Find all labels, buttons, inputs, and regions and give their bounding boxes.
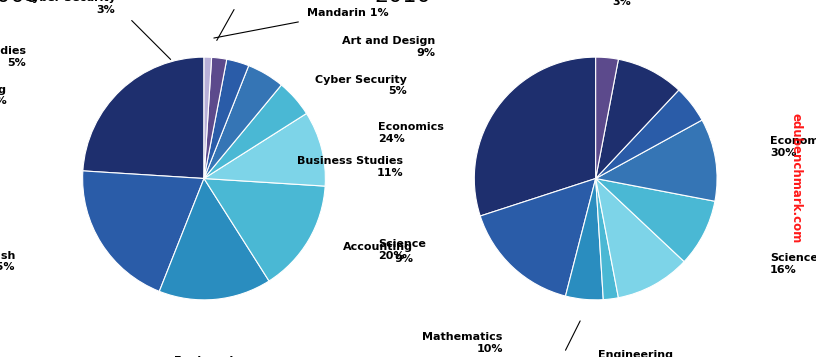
Text: Cyber Security
5%: Cyber Security 5% <box>315 75 407 96</box>
Wedge shape <box>474 57 596 216</box>
Wedge shape <box>83 57 204 178</box>
Text: Business Studies
5%: Business Studies 5% <box>0 46 25 68</box>
Wedge shape <box>159 178 269 300</box>
Wedge shape <box>204 66 282 178</box>
Wedge shape <box>596 178 715 262</box>
Wedge shape <box>596 57 619 178</box>
Text: Economics
24%: Economics 24% <box>379 122 444 144</box>
Wedge shape <box>596 90 702 178</box>
Wedge shape <box>596 178 619 300</box>
Text: Cyber Security
3%: Cyber Security 3% <box>24 0 116 15</box>
Wedge shape <box>204 85 307 178</box>
Text: English
15%: English 15% <box>0 251 16 272</box>
Text: Mathematics
10%: Mathematics 10% <box>423 332 503 353</box>
Wedge shape <box>204 57 211 178</box>
Text: Business Studies
11%: Business Studies 11% <box>297 156 403 178</box>
Text: Engineering
5%: Engineering 5% <box>598 351 673 357</box>
Text: Science
20%: Science 20% <box>379 239 426 261</box>
Wedge shape <box>565 178 603 300</box>
Text: Accounting
5%: Accounting 5% <box>0 85 7 106</box>
Wedge shape <box>596 120 717 201</box>
Text: Art and Design
9%: Art and Design 9% <box>343 36 436 58</box>
Text: Economics
30%: Economics 30% <box>769 136 816 158</box>
Text: edubenchmark.com: edubenchmark.com <box>789 114 802 243</box>
Wedge shape <box>481 178 596 296</box>
Wedge shape <box>204 57 227 178</box>
Text: Science
16%: Science 16% <box>769 253 816 275</box>
Text: Mandarin 1%: Mandarin 1% <box>307 8 388 18</box>
Wedge shape <box>596 59 679 178</box>
Wedge shape <box>204 59 249 178</box>
Wedge shape <box>204 178 325 281</box>
Text: 2010: 2010 <box>375 0 431 6</box>
Text: Accounting
9%: Accounting 9% <box>343 242 413 263</box>
Text: 2000: 2000 <box>0 0 39 6</box>
Wedge shape <box>82 171 204 291</box>
Text: Engineering
15%: Engineering 15% <box>174 356 249 357</box>
Wedge shape <box>204 114 326 186</box>
Text: Mandarin
3%: Mandarin 3% <box>592 0 651 6</box>
Wedge shape <box>596 178 684 298</box>
